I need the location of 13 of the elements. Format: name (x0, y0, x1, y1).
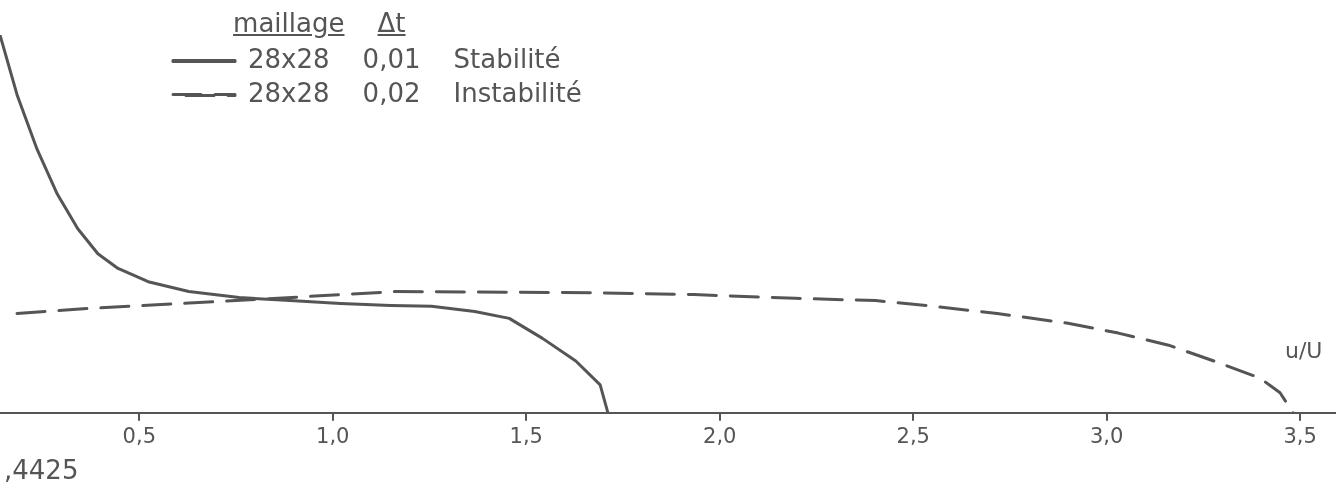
x-tick-label: 1,5 (509, 423, 543, 448)
x-tick-label: 3,0 (1089, 423, 1124, 448)
x-tick-label: 3,5 (1283, 423, 1317, 448)
x-tick-label: 1,0 (316, 423, 350, 448)
x-axis-title: u/U (1285, 337, 1323, 363)
legend-label: 28x28 0,01 Stabilité (248, 43, 561, 74)
text: ,4425 (4, 455, 79, 485)
x-tick-label: 2,5 (896, 423, 930, 448)
x-tick-label: 2,0 (703, 423, 737, 448)
annotation: maillage (233, 8, 345, 38)
legend-label: 28x28 0,02 Instabilité (248, 77, 582, 108)
annotation: Δt (377, 8, 406, 38)
x-tick-label: 0,5 (122, 423, 157, 448)
